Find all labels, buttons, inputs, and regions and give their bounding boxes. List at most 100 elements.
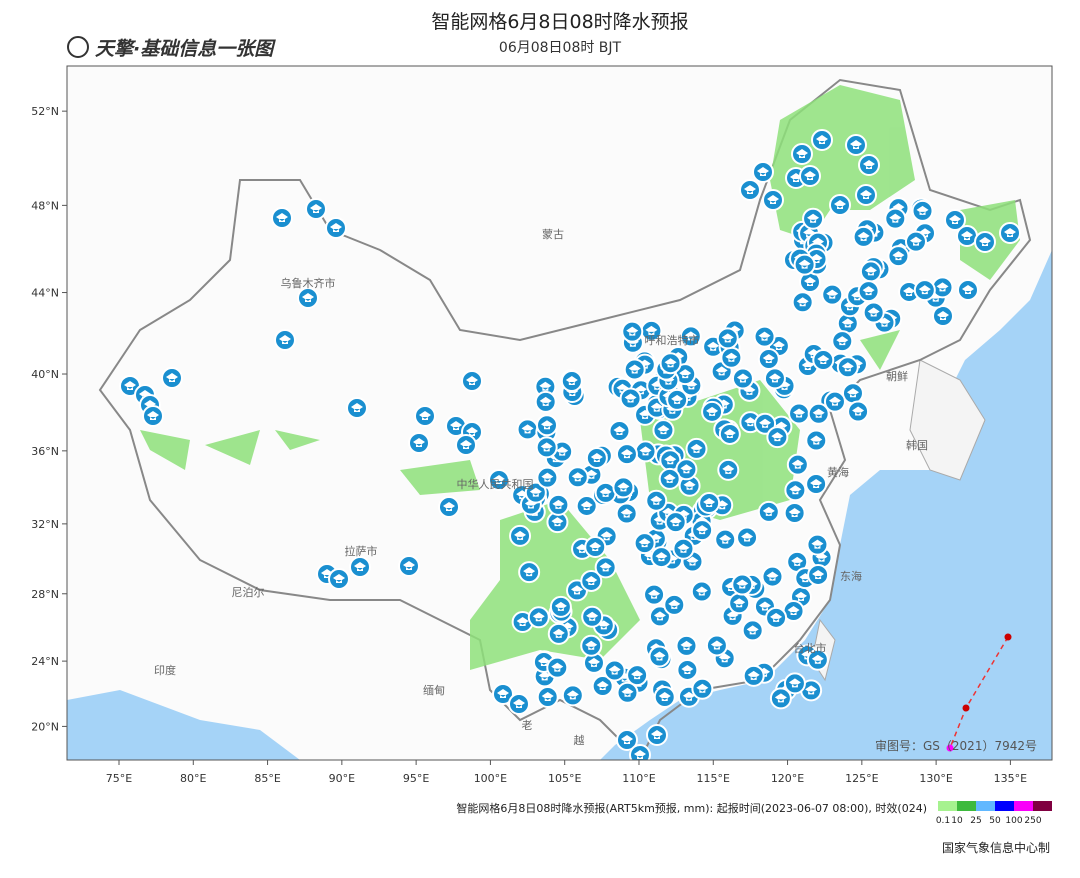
icon-glyph [892, 251, 905, 261]
lon-tick-label: 110°E [622, 772, 655, 785]
legend-swatch [957, 801, 976, 811]
legend-swatch [995, 801, 1014, 811]
icon-glyph [585, 640, 598, 650]
icon-glyph [889, 213, 902, 223]
icon-glyph [682, 691, 695, 701]
icon-glyph [589, 542, 602, 552]
place-label: 东海 [840, 569, 862, 583]
lat-tick-label: 36°N [31, 445, 59, 458]
icon-glyph [1004, 228, 1016, 237]
icon-glyph [679, 369, 692, 379]
icon-glyph [812, 408, 825, 418]
icon-glyph [766, 571, 779, 581]
place-label: 老 [522, 719, 533, 732]
icon-glyph [706, 406, 719, 416]
icon-glyph [733, 598, 746, 608]
icon-glyph [741, 532, 754, 542]
icon-glyph [617, 482, 630, 492]
icon-glyph [794, 591, 807, 601]
subtitle: 06月08日08时 BJT [499, 40, 622, 56]
typhoon-track [946, 633, 1012, 752]
icon-glyph [513, 699, 525, 708]
icon-glyph [124, 381, 136, 390]
icon-glyph [351, 403, 363, 412]
icon-glyph [497, 689, 509, 698]
icon-glyph [718, 653, 731, 663]
approval: 审图号：GS（2021）7942号 [875, 738, 1037, 753]
place-label: 尼泊尔 [232, 586, 265, 599]
icon-glyph [681, 664, 694, 674]
place-label: 韩国 [906, 438, 928, 452]
icon-glyph [804, 277, 816, 286]
icon-glyph [909, 236, 922, 246]
icon-glyph [762, 506, 775, 516]
icon-glyph [590, 452, 603, 462]
icon-glyph [302, 293, 314, 302]
icon-glyph [571, 585, 584, 595]
icon-glyph [723, 428, 736, 438]
icon-glyph [817, 354, 830, 364]
icon-glyph [703, 497, 716, 507]
title: 智能网格6月8日08时降水预报 [431, 11, 688, 33]
icon-glyph [860, 190, 872, 199]
icon-glyph [586, 611, 599, 621]
lon-tick-label: 95°E [403, 772, 429, 785]
icon-glyph [450, 421, 462, 430]
icon-glyph [834, 200, 846, 209]
lon-tick-label: 100°E [474, 772, 507, 785]
icon-glyph [762, 353, 775, 363]
lon-tick-label: 125°E [845, 772, 878, 785]
icon-glyph [770, 612, 783, 622]
icon-glyph [653, 611, 666, 621]
icon-glyph [757, 167, 769, 176]
icon-glyph [466, 427, 478, 436]
icon-glyph [571, 472, 584, 482]
ocean [600, 250, 1052, 760]
icon-glyph [736, 373, 749, 383]
icon-glyph [354, 562, 366, 571]
icon-glyph [788, 508, 801, 518]
lon-tick-label: 75°E [106, 772, 132, 785]
lon-tick-label: 85°E [254, 772, 280, 785]
place-label: 越 [574, 733, 585, 747]
icon-glyph [787, 605, 800, 615]
icon-glyph [690, 443, 703, 453]
icon-glyph [774, 693, 787, 703]
icon-glyph [805, 685, 818, 695]
icon-glyph [850, 140, 862, 149]
icon-glyph [936, 282, 949, 292]
icon-glyph [796, 149, 808, 158]
lon-tick-label: 105°E [548, 772, 581, 785]
lon-tick-label: 90°E [329, 772, 355, 785]
icon-glyph [791, 556, 804, 566]
legend-swatch [1033, 801, 1052, 811]
icon-glyph [554, 601, 567, 611]
icon-glyph [514, 530, 527, 540]
place-label: 乌鲁木齐市 [281, 276, 336, 290]
icon-glyph [677, 543, 690, 553]
logo: 天擎·基础信息一张图 [67, 36, 276, 60]
icon-glyph [403, 561, 415, 570]
lon-tick-label: 130°E [919, 772, 952, 785]
icon-glyph [532, 612, 545, 622]
icon-glyph [664, 358, 677, 368]
icon-glyph [599, 487, 612, 497]
lat-tick-label: 40°N [31, 368, 59, 381]
icon-glyph [650, 495, 663, 505]
icon-glyph [613, 425, 626, 435]
icon-glyph [539, 396, 552, 406]
place-label: 朝鲜 [886, 369, 908, 383]
icon-glyph [645, 325, 658, 335]
icon-glyph [566, 690, 579, 700]
place-label: 黄海 [827, 465, 849, 479]
icon-glyph [744, 417, 757, 427]
icon-glyph [744, 185, 756, 194]
icon-glyph [828, 396, 841, 406]
icon-glyph [949, 215, 961, 224]
icon-glyph [807, 213, 820, 223]
icon-glyph [767, 195, 779, 204]
icon-glyph [867, 307, 880, 317]
icon-glyph [758, 331, 771, 341]
icon-glyph [663, 473, 676, 483]
